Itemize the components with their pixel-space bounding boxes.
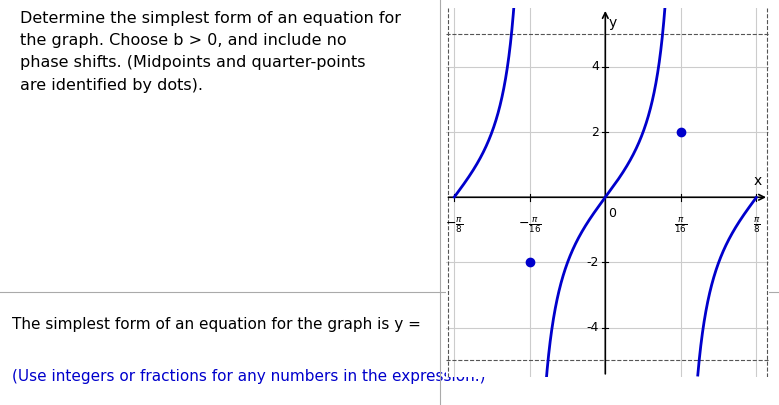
Text: -4: -4 [587, 321, 599, 334]
Text: The simplest form of an equation for the graph is y =: The simplest form of an equation for the… [12, 317, 425, 332]
Text: 2: 2 [591, 126, 599, 139]
Text: (Use integers or fractions for any numbers in the expression.): (Use integers or fractions for any numbe… [12, 369, 485, 384]
Text: y: y [608, 16, 617, 30]
Text: Determine the simplest form of an equation for
the graph. Choose b > 0, and incl: Determine the simplest form of an equati… [20, 11, 401, 92]
Text: 0: 0 [608, 207, 616, 220]
Text: -2: -2 [587, 256, 599, 269]
Text: $\frac{\pi}{8}$: $\frac{\pi}{8}$ [753, 215, 760, 234]
Text: .: . [478, 323, 483, 338]
Text: $-\frac{\pi}{8}$: $-\frac{\pi}{8}$ [445, 215, 464, 234]
Text: $\frac{\pi}{16}$: $\frac{\pi}{16}$ [675, 215, 687, 234]
Text: $-\frac{\pi}{16}$: $-\frac{\pi}{16}$ [518, 215, 541, 234]
FancyBboxPatch shape [456, 317, 477, 341]
Text: 4: 4 [591, 60, 599, 73]
Text: x: x [754, 174, 763, 188]
